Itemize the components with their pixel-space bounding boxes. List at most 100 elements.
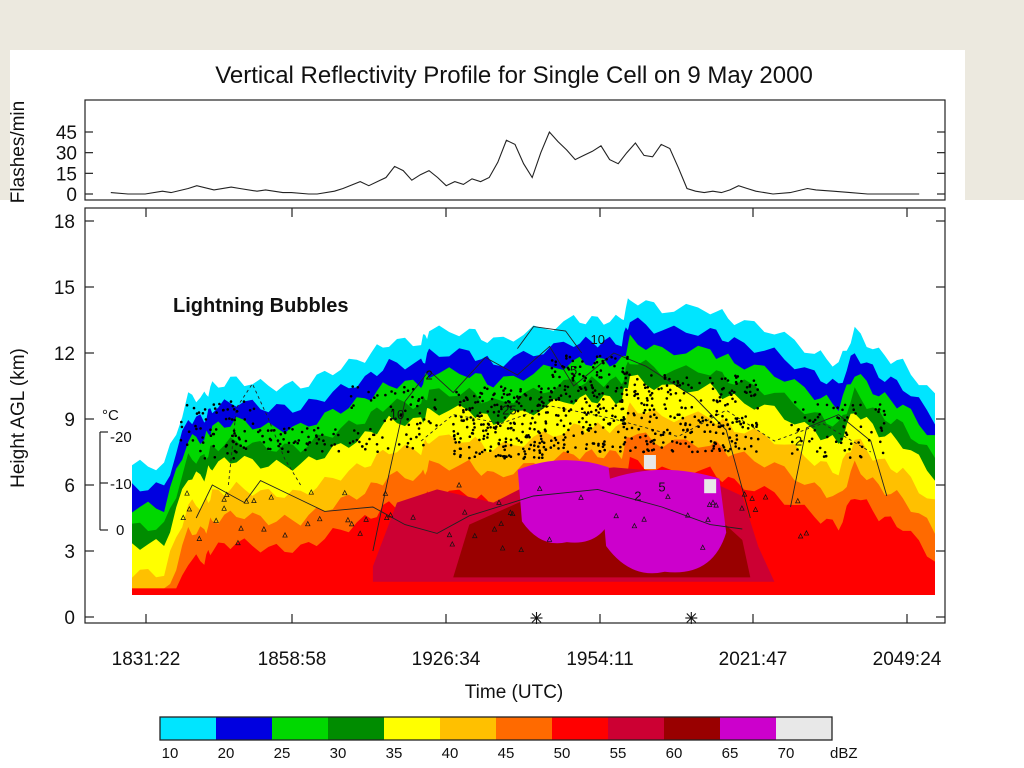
lightning-dot [509, 455, 513, 459]
lightning-dot [664, 407, 667, 411]
lightning-dot [474, 451, 478, 454]
lightning-dot [859, 403, 862, 407]
lightning-dot [614, 357, 617, 360]
lightning-dot [304, 448, 307, 452]
lightning-triangle [699, 544, 706, 550]
lightning-dot [529, 422, 533, 425]
lightning-dot [480, 414, 483, 418]
lightning-dot [504, 437, 508, 441]
lightning-dot [566, 450, 570, 454]
time-xtick-label: 1831:22 [112, 649, 181, 670]
height-ytick-label: 0 [64, 608, 75, 629]
lightning-dot [282, 438, 285, 441]
lightning-dot [724, 448, 727, 452]
lightning-dot [650, 439, 654, 443]
lightning-dot [611, 414, 614, 418]
temperature-tick-minus20: -20 [110, 429, 132, 446]
lightning-dot [499, 424, 502, 428]
lightning-dot [537, 412, 541, 416]
lightning-dot [738, 420, 741, 423]
colorbar-cell [552, 717, 609, 740]
lightning-dot [490, 397, 494, 401]
lightning-dot [685, 376, 689, 380]
lightning-dot [572, 434, 575, 438]
lightning-dot [583, 379, 586, 383]
lightning-triangle [613, 512, 619, 519]
lightning-dot [306, 443, 310, 446]
lightning-dot [652, 442, 656, 445]
lightning-dot [523, 450, 526, 453]
lightning-dot [662, 431, 666, 434]
lightning-dot [623, 441, 627, 444]
lightning-dot [654, 432, 657, 436]
lightning-dot [389, 418, 393, 421]
lightning-dot [409, 403, 413, 406]
lightning-dot [696, 450, 699, 454]
height-ytick-label: 3 [64, 542, 75, 563]
lightning-triangle [762, 493, 769, 500]
lightning-dot [733, 390, 736, 394]
lightning-dot [542, 404, 545, 408]
lightning-dot [417, 399, 420, 403]
lightning-dot [561, 365, 564, 368]
lightning-dot [614, 415, 617, 419]
lightning-dot [390, 390, 393, 393]
lightning-dot [756, 388, 759, 391]
lightning-dot [422, 443, 425, 447]
lightning-dot [406, 389, 410, 393]
lightning-dot [212, 403, 216, 406]
lightning-dot [841, 408, 844, 412]
lightning-dot [498, 438, 502, 442]
lightning-triangle [357, 530, 363, 536]
lightning-dot [486, 432, 490, 436]
lightning-dot [823, 451, 827, 454]
lightning-dot [630, 437, 633, 440]
lightning-dot [598, 450, 602, 453]
lightning-dot [506, 393, 509, 397]
lightning-dot [642, 411, 646, 415]
lightning-dot [478, 452, 482, 456]
lightning-dot [233, 418, 236, 422]
lightning-dot [701, 419, 705, 423]
lightning-dot [634, 446, 637, 449]
lightning-dot [595, 360, 599, 364]
lightning-dot [462, 410, 465, 414]
lightning-dot [720, 377, 724, 381]
lightning-dot [218, 402, 221, 406]
lightning-dot [548, 395, 552, 399]
lightning-dot [740, 379, 743, 383]
lightning-dot [365, 442, 368, 446]
lightning-dot [333, 443, 337, 446]
lightning-dot [316, 426, 320, 430]
lightning-triangle [461, 509, 468, 515]
lightning-dot [539, 390, 543, 394]
height-ytick-label: 15 [54, 278, 75, 299]
lightning-dot [512, 396, 516, 400]
lightning-dot [584, 376, 587, 380]
lightning-dot [411, 446, 415, 450]
lightning-dot [418, 412, 422, 415]
lightning-dot [297, 439, 301, 442]
lightning-dot [504, 401, 508, 404]
lightning-dot [472, 394, 476, 398]
lightning-dot [741, 425, 744, 429]
lightning-dot [796, 429, 800, 432]
reflectivity-cores [517, 455, 727, 574]
lightning-dot [815, 450, 819, 453]
time-xtick-label: 2049:24 [873, 649, 942, 670]
lightning-dot [469, 416, 473, 419]
lightning-dot [557, 447, 560, 450]
lightning-dot [825, 403, 829, 407]
lightning-dot [607, 373, 611, 376]
lightning-dot [533, 440, 536, 444]
lightning-dot [550, 366, 554, 370]
lightning-dot [721, 432, 725, 435]
lightning-dot [740, 416, 744, 420]
lightning-dot [367, 390, 370, 394]
lightning-dot [406, 441, 410, 445]
time-xtick-label: 1858:58 [258, 649, 327, 670]
lightning-dot [621, 371, 625, 374]
lightning-dot [725, 418, 728, 422]
lightning-dot [369, 427, 372, 431]
lightning-triangle [282, 532, 288, 538]
